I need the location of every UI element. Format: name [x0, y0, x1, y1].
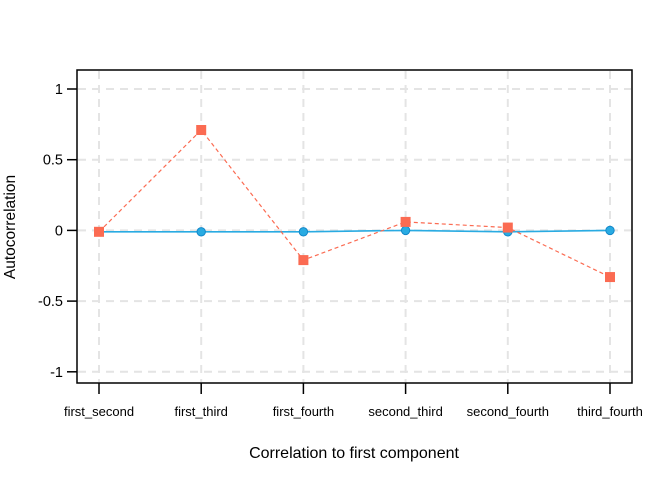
y-tick-label: -0.5	[38, 294, 63, 310]
data-point-square	[196, 125, 207, 136]
x-tick-label: second_third	[368, 404, 442, 419]
x-tick-label: first_third	[174, 404, 227, 419]
x-tick-label: first_fourth	[273, 404, 334, 419]
data-point-square	[400, 216, 411, 227]
x-axis-title: Correlation to first component	[249, 445, 459, 462]
y-axis-title: Autocorrelation	[2, 175, 19, 279]
series-line-blue-solid-circles	[99, 229, 611, 233]
data-point-square	[502, 222, 513, 233]
data-point-square	[605, 272, 615, 283]
data-point-circle	[298, 227, 309, 237]
plot-border	[76, 69, 633, 384]
y-tick-label: 1	[55, 82, 63, 98]
data-point-circle	[196, 227, 206, 237]
x-tick-label: second_fourth	[467, 404, 549, 419]
x-tick-label: third_fourth	[577, 404, 643, 419]
series-line-red-dashed-squares	[98, 129, 611, 278]
data-point-circle	[400, 225, 411, 236]
data-point-circle	[605, 225, 615, 236]
y-tick-label: -1	[50, 365, 63, 381]
y-tick-label: 0	[55, 223, 63, 239]
y-tick-label: 0.5	[43, 153, 63, 169]
x-tick-label: first_second	[64, 404, 134, 419]
data-point-square	[298, 255, 309, 266]
data-point-square	[94, 226, 104, 237]
